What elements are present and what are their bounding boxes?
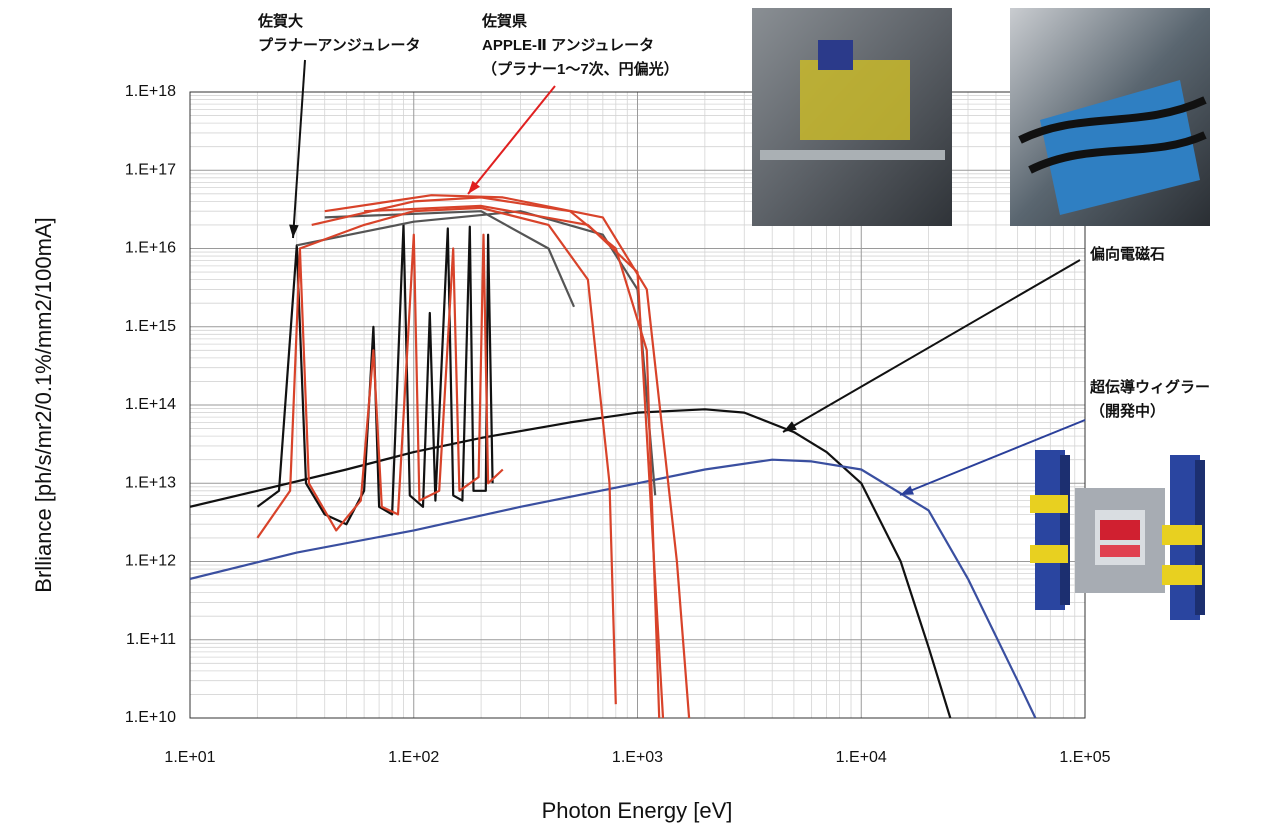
y-tick-label: 1.E+10	[125, 709, 176, 726]
annotation-text: 佐賀大	[257, 12, 303, 30]
wiggler-icon	[1030, 450, 1205, 620]
x-axis-label: Photon Energy [eV]	[542, 798, 733, 823]
series-line	[297, 211, 655, 495]
y-tick-label: 1.E+14	[125, 396, 176, 413]
y-tick-label: 1.E+12	[125, 553, 176, 570]
annotation-text: 超伝導ウィグラー	[1089, 378, 1210, 396]
x-tick-label: 1.E+02	[388, 749, 439, 766]
y-tick-label: 1.E+13	[125, 474, 176, 491]
y-tick-label: 1.E+11	[126, 631, 176, 648]
annotation-text: APPLE-Ⅱ アンジュレータ	[482, 37, 654, 54]
annotation-arrowhead	[783, 421, 797, 432]
annotation-text: （プラナー1～7次、円偏光）	[482, 60, 679, 78]
annotation-arrowhead	[289, 225, 299, 238]
x-tick-label: 1.E+04	[836, 749, 887, 766]
x-tick-label: 1.E+03	[612, 749, 663, 766]
y-tick-label: 1.E+18	[125, 83, 176, 100]
y-tick-label: 1.E+17	[125, 161, 176, 178]
photo-wiggler	[1010, 8, 1210, 226]
photo-apple2	[752, 8, 952, 226]
annotation-text: 佐賀県	[481, 12, 527, 30]
annotation-text: 偏向電磁石	[1090, 245, 1165, 263]
annotation-text: （開発中）	[1090, 402, 1165, 420]
annotation-text: プラナーアンジュレータ	[258, 37, 420, 54]
y-axis-label: Brlliance [ph/s/mr2/0.1%/mm2/100mA]	[31, 217, 56, 592]
y-tick-label: 1.E+16	[125, 240, 176, 257]
x-tick-label: 1.E+05	[1059, 749, 1110, 766]
x-tick-label: 1.E+01	[164, 749, 215, 766]
y-tick-label: 1.E+15	[125, 318, 176, 335]
chart: 佐賀大プラナーアンジュレータ 佐賀県 APPLE-Ⅱ アンジュレータ （プラナー1～7…	[0, 0, 1266, 836]
